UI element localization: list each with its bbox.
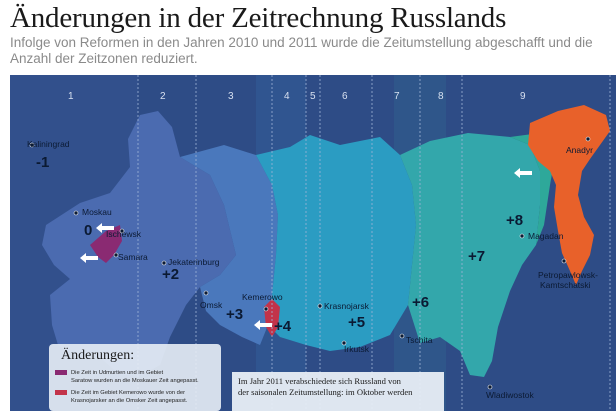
changed-zone-udmurtia bbox=[90, 225, 122, 263]
city-name-magadan: Magadan bbox=[528, 231, 564, 241]
city-dot-anadyr bbox=[585, 136, 591, 142]
legend-item1-line2: Saratow wurden an die Moskauer Zeit ange… bbox=[71, 378, 199, 384]
note-line2: der saisonalen Zeitumstellung: im Oktobe… bbox=[238, 387, 413, 397]
city-dot-irkutsk bbox=[341, 340, 347, 346]
city-name-kemerowo: Kemerowo bbox=[242, 292, 283, 302]
arrow-icon-samara bbox=[80, 253, 98, 263]
zone-label-7: 7 bbox=[394, 91, 400, 102]
arrow-icon-moskau bbox=[96, 223, 114, 233]
arrow-icon-kemerowo bbox=[254, 320, 272, 330]
legend-item1-line1: Die Zeit in Udmurtien und im Gebiet bbox=[71, 370, 164, 376]
city-dot-samara bbox=[113, 252, 119, 258]
note-line1: Im Jahr 2011 verabschiedete sich Russlan… bbox=[238, 376, 401, 386]
zone-label-1: 1 bbox=[68, 91, 74, 102]
timezone-map: 1 2 3 4 5 6 7 8 9 Kaliningrad Moskau bbox=[10, 75, 616, 411]
offset-irkutsk: +5 bbox=[348, 314, 365, 331]
city-dot-wladiwostok bbox=[487, 384, 493, 390]
city-dot-ischewsk bbox=[119, 228, 125, 234]
city-dot-tschita bbox=[399, 333, 405, 339]
zone-label-4: 4 bbox=[284, 91, 290, 102]
city-dot-kemerowo bbox=[263, 306, 269, 312]
map-svg: 1 2 3 4 5 6 7 8 9 Kaliningrad Moskau bbox=[10, 75, 616, 411]
zone-central-land bbox=[256, 135, 416, 351]
note-box: Im Jahr 2011 verabschiedete sich Russlan… bbox=[232, 372, 444, 411]
legend-title: Änderungen: bbox=[61, 348, 135, 363]
city-name-anadyr: Anadyr bbox=[566, 145, 593, 155]
city-name-omsk: Omsk bbox=[200, 300, 223, 310]
city-dots bbox=[29, 136, 591, 390]
city-dot-jekaterinburg bbox=[161, 260, 167, 266]
city-dot-magadan bbox=[519, 233, 525, 239]
city-name-moskau: Moskau bbox=[82, 207, 112, 217]
page-subtitle: Infolge von Reformen in den Jahren 2010 … bbox=[10, 35, 593, 66]
arrow-icon-anadyr bbox=[514, 168, 532, 178]
legend-swatch-purple bbox=[55, 370, 67, 375]
page-title: Änderungen in der Zeitrechnung Russlands bbox=[10, 2, 507, 34]
zone-label-2: 2 bbox=[160, 91, 166, 102]
offset-wladiwostok: +7 bbox=[468, 248, 485, 265]
offset-ural: +2 bbox=[162, 266, 179, 283]
legend-item-kemerowo-text: Die Zeit im Gebiet Kemerowo wurde von de… bbox=[71, 389, 221, 405]
city-name-petropawlowsk-1: Petropawlowsk- bbox=[538, 270, 598, 280]
change-arrows bbox=[80, 168, 532, 330]
legend-box: Änderungen: Die Zeit in Udmurtien und im… bbox=[49, 344, 221, 411]
zone-label-8: 8 bbox=[438, 91, 444, 102]
zone-label-3: 3 bbox=[228, 91, 234, 102]
zone-urals-land bbox=[180, 145, 278, 345]
legend-item-udmurtia-text: Die Zeit in Udmurtien und im Gebiet Sara… bbox=[71, 369, 221, 385]
legend-swatch-red bbox=[55, 390, 67, 395]
legend-item2-line1: Die Zeit im Gebiet Kemerowo wurde von de… bbox=[71, 390, 186, 396]
city-name-samara: Samara bbox=[118, 252, 148, 262]
city-name-tschita: Tschita bbox=[406, 335, 433, 345]
zone-dividers bbox=[137, 75, 611, 411]
legend-item2-line2: Krasnojarsker an die Omsker Zeit angepas… bbox=[71, 398, 188, 404]
offset-kaliningrad: -1 bbox=[36, 154, 49, 171]
zone-west-land bbox=[42, 111, 236, 375]
city-name-krasnojarsk: Krasnojarsk bbox=[324, 301, 370, 311]
city-name-ischewsk: Ischewsk bbox=[106, 229, 142, 239]
city-name-wladiwostok: Wladiwostok bbox=[486, 390, 534, 400]
city-name-jekaterinburg: Jekaterinburg bbox=[168, 257, 220, 267]
city-dot-krasnojarsk bbox=[317, 303, 323, 309]
zone-label-6: 6 bbox=[342, 91, 348, 102]
city-dot-moskau bbox=[73, 210, 79, 216]
city-dot-petropawlowsk bbox=[561, 258, 567, 264]
offset-omsk: +3 bbox=[226, 306, 243, 323]
changed-zone-east bbox=[528, 105, 610, 285]
city-dot-omsk bbox=[203, 290, 209, 296]
zone-label-5: 5 bbox=[310, 91, 316, 102]
zone-label-9: 9 bbox=[520, 91, 526, 102]
city-dot-kaliningrad bbox=[29, 142, 35, 148]
offset-magadan: +8 bbox=[506, 212, 523, 229]
offset-jakutsk: +6 bbox=[412, 294, 429, 311]
zone-east-land bbox=[400, 133, 540, 377]
offset-moskau: 0 bbox=[84, 222, 92, 239]
city-name-petropawlowsk-2: Kamtschatski bbox=[540, 280, 591, 290]
offset-krasnojarsk: +4 bbox=[274, 318, 292, 335]
city-name-irkutsk: Irkutsk bbox=[344, 344, 370, 354]
city-name-kaliningrad: Kaliningrad bbox=[27, 139, 70, 149]
